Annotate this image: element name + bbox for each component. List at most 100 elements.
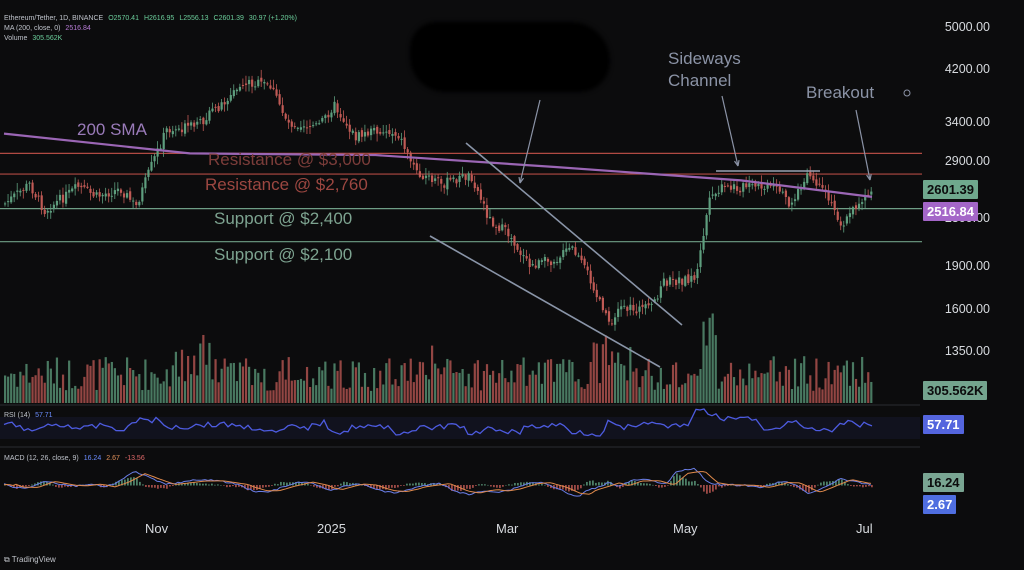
candle-body [284, 113, 287, 119]
macd-histogram-bar [196, 482, 198, 486]
volume-bar [34, 375, 37, 403]
candle-body [620, 306, 623, 310]
volume-bar [49, 368, 52, 403]
candle-body [488, 217, 492, 219]
macd-histogram-bar [211, 483, 213, 486]
macd-histogram-bar [595, 482, 597, 486]
volume-bar [861, 356, 864, 403]
candle-body [784, 190, 787, 198]
candle-body [71, 188, 74, 192]
candle-body [360, 130, 364, 137]
volume-bar [223, 358, 226, 403]
volume-bar [104, 357, 107, 403]
candle-body [16, 190, 19, 192]
macd-histogram-bar [706, 485, 708, 494]
candle-body [171, 131, 174, 135]
macd-histogram-bar [478, 484, 480, 486]
volume-bar [659, 367, 662, 403]
volume-bar [858, 386, 861, 403]
candle-body [842, 225, 845, 227]
volume-bar [58, 387, 62, 403]
candle-body [220, 102, 223, 110]
macd-histogram-bar [379, 485, 381, 490]
rsi-label: RSI (14) [4, 412, 31, 419]
candle-body [101, 194, 104, 197]
volume-bar [693, 373, 696, 403]
volume-bar [327, 385, 330, 403]
volume-bar [549, 359, 553, 403]
volume-bar [617, 352, 620, 403]
macd-histogram-bar [154, 485, 156, 488]
macd-histogram-bar [238, 485, 240, 487]
volume-bar [431, 345, 434, 403]
candle-body [25, 183, 28, 191]
candle-body [556, 261, 559, 263]
macd-histogram-bar [829, 481, 831, 486]
volume-bar [745, 385, 748, 403]
candle-body [293, 126, 296, 128]
candle-body [565, 248, 568, 252]
macd-histogram-bar [724, 485, 726, 487]
macd-histogram-bar [202, 483, 204, 486]
redaction-blot [410, 22, 610, 92]
volume-bar [711, 313, 714, 403]
macd-histogram-bar [16, 485, 18, 489]
volume-bar [714, 335, 717, 403]
candle-body [342, 118, 345, 122]
macd-histogram-bar [10, 485, 12, 487]
candle-body [848, 213, 852, 218]
candle-body [580, 255, 583, 261]
volume-bar [675, 362, 678, 403]
macd-histogram-bar [790, 485, 792, 487]
volume-bar [653, 389, 656, 403]
candle-body [568, 247, 571, 250]
macd-histogram-bar [268, 485, 270, 487]
volume-bar [623, 365, 626, 403]
volume-bar [208, 342, 211, 403]
volume-bar [220, 368, 223, 403]
candle-body [772, 184, 775, 187]
volume-bar [284, 379, 287, 403]
volume-bar [260, 382, 263, 403]
volume-bar [784, 366, 787, 403]
candle-body [366, 131, 370, 136]
candle-body [769, 184, 772, 187]
candle-body [839, 221, 842, 226]
volume-bar [806, 383, 809, 403]
breakout-arrow [855, 109, 871, 181]
volume-bar [345, 388, 348, 403]
candle-body [806, 173, 809, 184]
candle-body [22, 189, 25, 191]
volume-bar [202, 334, 205, 403]
signal-badge: 2.67 [923, 495, 957, 514]
ma-header: MA (200, close, 0) 2516.84 [4, 24, 96, 33]
macd-histogram-bar [787, 484, 789, 486]
candle-body [656, 298, 659, 300]
volume-bar [732, 377, 736, 403]
candle-body [34, 193, 37, 198]
candle-body [312, 125, 315, 127]
x-tick-nov: Nov [145, 521, 169, 536]
macd-label: MACD (12, 26, close, 9) [4, 455, 79, 462]
macd-histogram-bar [316, 485, 318, 488]
macd-histogram-bar [22, 485, 24, 487]
candle-body [324, 115, 327, 119]
candle-body [653, 299, 656, 302]
macd-histogram-bar [811, 485, 813, 491]
volume-bar [513, 382, 516, 403]
candle-body [690, 275, 693, 282]
macd-histogram-bar [181, 484, 183, 486]
volume-bar [507, 382, 510, 403]
volume-bar [458, 372, 461, 403]
candle-body [467, 173, 470, 181]
macd-histogram-bar [694, 480, 696, 486]
volume-bar [528, 374, 531, 403]
candle-body [601, 297, 604, 311]
macd-histogram-bar [502, 485, 504, 487]
volume-bar [836, 365, 839, 403]
candle-body [126, 193, 129, 198]
candle-body [427, 175, 431, 177]
volume-bar [504, 378, 507, 403]
candle-body [394, 132, 397, 136]
